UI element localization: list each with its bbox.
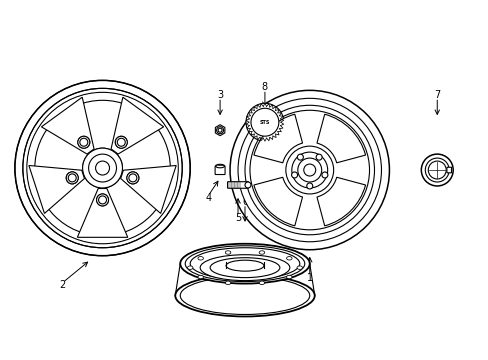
Circle shape	[78, 136, 90, 148]
Polygon shape	[29, 166, 84, 213]
Circle shape	[66, 172, 78, 184]
FancyBboxPatch shape	[227, 182, 248, 188]
Circle shape	[218, 128, 222, 132]
Ellipse shape	[76, 82, 103, 254]
Text: STS: STS	[259, 120, 269, 125]
Circle shape	[306, 183, 312, 189]
Text: 5: 5	[234, 213, 241, 223]
Circle shape	[96, 194, 108, 206]
Wedge shape	[316, 114, 365, 163]
Circle shape	[115, 136, 127, 148]
Text: 8: 8	[261, 82, 267, 93]
Circle shape	[249, 110, 369, 230]
Circle shape	[95, 161, 109, 175]
Circle shape	[244, 105, 374, 235]
Circle shape	[291, 172, 297, 178]
Circle shape	[82, 148, 122, 188]
Circle shape	[129, 174, 137, 182]
Ellipse shape	[190, 248, 299, 280]
Circle shape	[88, 154, 116, 182]
Ellipse shape	[259, 251, 264, 254]
Circle shape	[291, 152, 327, 188]
Polygon shape	[121, 166, 176, 213]
Circle shape	[35, 100, 170, 236]
Circle shape	[250, 108, 278, 136]
Circle shape	[117, 138, 125, 146]
Ellipse shape	[210, 258, 279, 278]
Ellipse shape	[285, 93, 309, 247]
Ellipse shape	[259, 281, 264, 284]
Circle shape	[427, 161, 446, 179]
Text: 3: 3	[217, 90, 223, 100]
Circle shape	[303, 164, 315, 176]
Circle shape	[117, 138, 125, 146]
Circle shape	[129, 174, 137, 182]
Circle shape	[115, 136, 127, 148]
Ellipse shape	[215, 164, 224, 168]
Circle shape	[88, 154, 116, 182]
Circle shape	[80, 138, 88, 146]
FancyBboxPatch shape	[215, 166, 224, 175]
Circle shape	[229, 90, 388, 250]
Circle shape	[244, 182, 250, 188]
Wedge shape	[253, 114, 302, 163]
Circle shape	[321, 172, 327, 178]
Ellipse shape	[187, 266, 193, 269]
Ellipse shape	[225, 251, 230, 254]
Text: 7: 7	[433, 90, 440, 100]
Circle shape	[285, 146, 333, 194]
Ellipse shape	[200, 255, 289, 280]
Ellipse shape	[225, 281, 230, 284]
Polygon shape	[77, 189, 127, 237]
Circle shape	[80, 138, 88, 146]
Ellipse shape	[198, 275, 203, 279]
Ellipse shape	[180, 244, 309, 284]
Ellipse shape	[286, 257, 291, 260]
Circle shape	[15, 80, 190, 256]
Circle shape	[68, 174, 76, 182]
Ellipse shape	[185, 246, 304, 282]
FancyBboxPatch shape	[446, 167, 450, 173]
Text: 4: 4	[204, 193, 211, 203]
Polygon shape	[215, 125, 224, 136]
Circle shape	[126, 172, 139, 184]
Text: 2: 2	[60, 280, 66, 289]
Circle shape	[28, 93, 177, 243]
Wedge shape	[253, 177, 302, 226]
Circle shape	[82, 148, 122, 188]
Ellipse shape	[180, 276, 309, 315]
Ellipse shape	[291, 103, 303, 237]
Circle shape	[238, 98, 381, 242]
Circle shape	[78, 136, 90, 148]
Circle shape	[27, 92, 178, 244]
Ellipse shape	[198, 257, 203, 260]
Circle shape	[95, 161, 109, 175]
Circle shape	[245, 103, 283, 141]
Circle shape	[216, 127, 223, 134]
Ellipse shape	[288, 98, 306, 242]
Circle shape	[297, 154, 303, 160]
Ellipse shape	[79, 89, 101, 247]
Circle shape	[99, 196, 106, 204]
Text: 6: 6	[242, 197, 247, 207]
Circle shape	[68, 174, 76, 182]
Circle shape	[23, 88, 182, 248]
Circle shape	[126, 172, 139, 184]
Text: 1: 1	[306, 273, 312, 283]
Ellipse shape	[225, 260, 264, 271]
Circle shape	[99, 196, 106, 204]
Wedge shape	[316, 177, 365, 226]
Circle shape	[421, 154, 452, 186]
Ellipse shape	[286, 275, 291, 279]
Circle shape	[315, 154, 322, 160]
Circle shape	[66, 172, 78, 184]
Ellipse shape	[175, 275, 314, 316]
Polygon shape	[41, 97, 94, 154]
Polygon shape	[111, 97, 163, 154]
Circle shape	[96, 194, 108, 206]
Circle shape	[297, 158, 321, 182]
Circle shape	[425, 158, 448, 182]
Ellipse shape	[296, 266, 302, 269]
